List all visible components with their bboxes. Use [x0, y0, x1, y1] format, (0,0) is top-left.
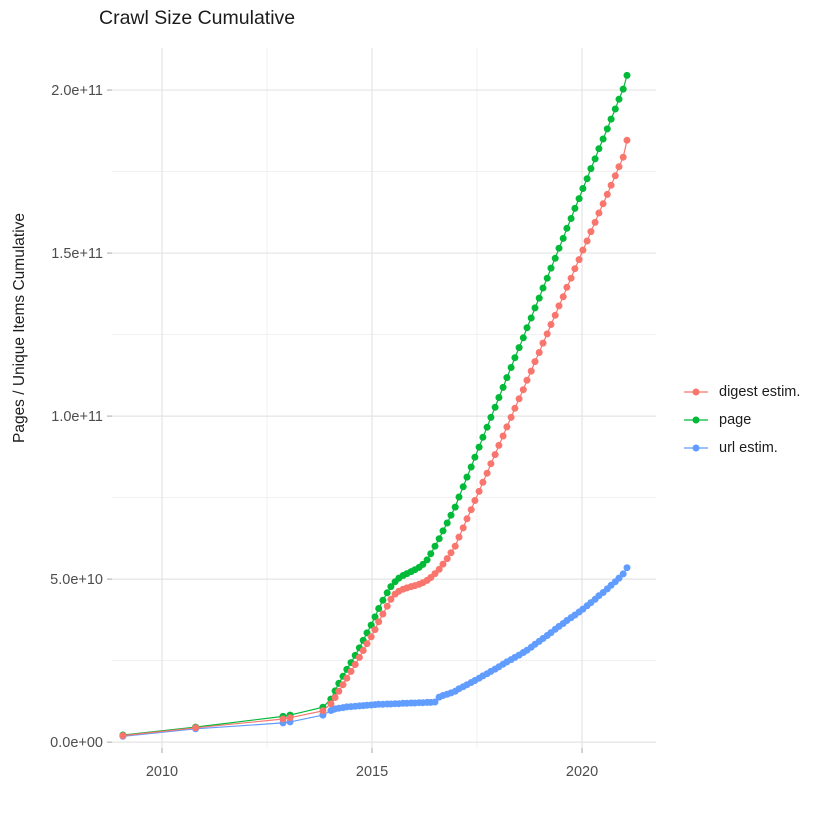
- gridlines-major: [112, 48, 656, 748]
- chart-title: Crawl Size Cumulative: [99, 7, 296, 29]
- series-digest-estim: [119, 136, 631, 740]
- x-tick-label: 2010: [146, 764, 178, 780]
- series-url-estim: [119, 564, 631, 740]
- legend-label-url-estim: url estim.: [719, 440, 778, 456]
- x-tick-label: 2020: [566, 764, 598, 780]
- y-tick-label: 2.0e+11: [51, 83, 103, 99]
- x-tick-label: 2015: [356, 764, 388, 780]
- y-tick-label: 5.0e+10: [50, 572, 103, 588]
- data-series: [119, 71, 631, 740]
- legend-label-digest-estim: digest estim.: [719, 384, 801, 400]
- y-tick-label: 1.0e+11: [51, 409, 103, 425]
- legend-item-page: page: [683, 406, 800, 434]
- legend-key-page: [684, 416, 708, 424]
- y-tick-label: 1.5e+11: [51, 246, 103, 262]
- legend: digest estim. page url estim.: [683, 378, 800, 462]
- legend-key-digest-estim: [684, 388, 708, 396]
- legend-item-digest-estim: digest estim.: [683, 378, 800, 406]
- legend-key-url-estim: [684, 444, 708, 452]
- axis-ticks: [107, 89, 583, 753]
- y-tick-label: 0.0e+00: [50, 735, 103, 751]
- legend-item-url-estim: url estim.: [683, 434, 800, 462]
- axis-tick-labels: 0.0e+00 5.0e+10 1.0e+11 1.5e+11 2.0e+11 2010 2…: [50, 83, 598, 780]
- gridlines-minor: [112, 48, 656, 748]
- y-axis-title: Pages / Unique Items Cumulative: [11, 212, 28, 444]
- legend-label-page: page: [719, 412, 752, 428]
